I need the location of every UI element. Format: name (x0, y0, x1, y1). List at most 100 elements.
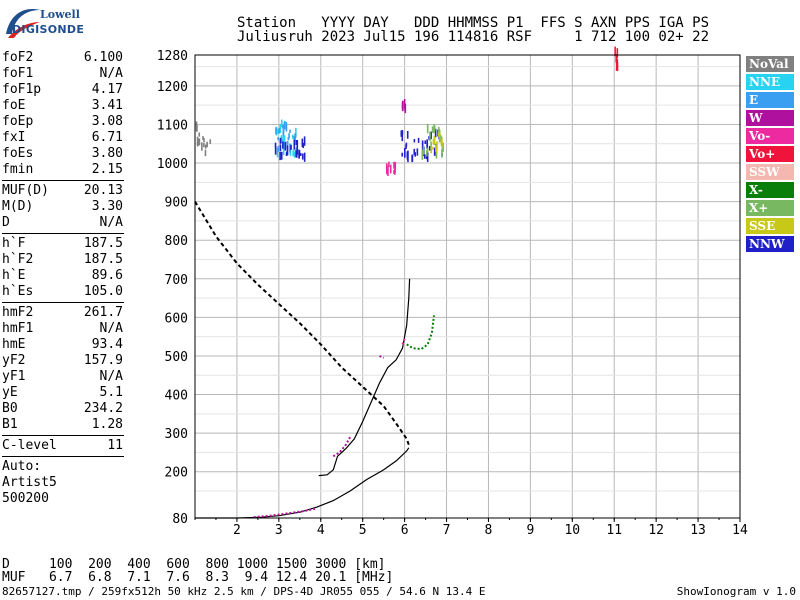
echo-mark (295, 150, 298, 158)
y-tick-label: 800 (165, 234, 188, 249)
param-row: yF1 N/A (2, 369, 126, 385)
echo-mark (302, 142, 305, 149)
echo-mark (197, 138, 200, 146)
y-tick-label: 1280 (157, 49, 188, 64)
echo-mark (279, 144, 282, 152)
echo-mark (413, 139, 416, 143)
footer-version: ShowIonogram v 1.0 (676, 585, 796, 598)
param-value: 89.6 (91, 268, 123, 283)
param-row: hmE 93.4 (2, 337, 126, 353)
x-tick-label: 8 (485, 523, 493, 538)
legend-item: W (746, 110, 794, 126)
echo-mark (441, 142, 444, 153)
param-label: foF1 (2, 66, 34, 81)
param-row: M(D) 3.30 (2, 199, 126, 215)
echo-mark (282, 146, 285, 155)
param-row: foEs 3.80 (2, 146, 126, 162)
x-tick-label: 5 (359, 523, 367, 538)
footer-info: 82657127.tmp / 259fx512h 50 kHz 2.5 km /… (2, 585, 486, 598)
echo-mark (432, 146, 434, 150)
echo-mark (437, 126, 440, 136)
echo-mark (401, 130, 404, 135)
echo-mark (430, 131, 432, 140)
x-tick-label: 7 (443, 523, 451, 538)
param-value: 261.7 (83, 305, 123, 320)
param-row: h`E 89.6 (2, 268, 126, 284)
echo-mark (389, 170, 392, 174)
param-value: 2.15 (91, 162, 123, 177)
echo-mark (283, 121, 286, 130)
echo-mark (413, 148, 416, 156)
legend-item: Vo- (746, 128, 794, 144)
param-row: B0 234.2 (2, 401, 126, 417)
echo-mark (285, 121, 288, 131)
autoscaling-program: Artist5 (2, 475, 57, 490)
param-row: hmF2 261.7 (2, 305, 126, 321)
param-label: fxI (2, 130, 26, 145)
param-value: 93.4 (91, 337, 123, 352)
echo-mark (294, 133, 297, 138)
param-group-1: foF2 6.100 foF1 N/A foF1p 4.17 foE 3.41 foEp 3.08… (2, 50, 126, 178)
logo-text-bottom: DIGISONDE (12, 23, 85, 36)
legend-item: X+ (746, 200, 794, 216)
param-label: hmF2 (2, 305, 34, 320)
param-value: 234.2 (83, 401, 123, 416)
echo-mark (615, 53, 617, 63)
echo-mark (298, 152, 300, 159)
echo-mark (437, 132, 440, 137)
echo-mark (435, 147, 438, 154)
x-tick-label: 14 (732, 523, 748, 538)
echo-mark (387, 166, 389, 176)
echo-mark (435, 145, 437, 152)
echo-mark (616, 58, 619, 65)
param-group-2: MUF(D) 20.13 M(D) 3.30 D N/A (2, 183, 126, 231)
param-label: foE (2, 98, 26, 113)
divider (2, 233, 124, 234)
echo-mark (195, 121, 198, 132)
legend: NoVal NNE E W Vo- Vo+ SSW X- X+ SSE NNW (746, 56, 794, 254)
autoscaling-label: Auto: (2, 459, 42, 474)
trace-line (195, 447, 410, 519)
echo-mark (426, 123, 429, 134)
trace-line (318, 278, 411, 477)
echo-mark (403, 147, 406, 158)
divider (2, 456, 124, 457)
param-row: B1 1.28 (2, 417, 126, 433)
echo-mark (438, 131, 441, 138)
y-tick-label: 200 (165, 466, 188, 481)
param-label: foEs (2, 146, 34, 161)
echo-mark (614, 46, 616, 57)
param-value: 3.41 (91, 98, 123, 113)
legend-item: Vo+ (746, 146, 794, 162)
echo-mark (429, 131, 431, 142)
logo-text-top: Lowell (40, 8, 80, 21)
param-label: B1 (2, 417, 18, 432)
x-tick-label: 4 (317, 523, 325, 538)
legend-item: E (746, 92, 794, 108)
y-tick-label: 1000 (157, 157, 188, 172)
echo-mark (406, 131, 409, 139)
x-tick-label: 10 (564, 523, 580, 538)
echo-mark (400, 130, 403, 137)
param-row: hmF1 N/A (2, 321, 126, 337)
param-value: 11 (107, 438, 123, 453)
param-label: foF2 (2, 50, 34, 65)
echo-mark (401, 131, 404, 142)
param-label: hmF1 (2, 321, 34, 336)
param-row: foF1 N/A (2, 66, 126, 82)
param-row: foF1p 4.17 (2, 82, 126, 98)
echo-mark (436, 141, 438, 150)
x-tick-label: 9 (526, 523, 534, 538)
param-row: foF2 6.100 (2, 50, 126, 66)
divider (2, 180, 124, 181)
param-label: h`F (2, 236, 26, 251)
echo-mark (198, 132, 201, 137)
y-tick-label: 1200 (157, 80, 188, 95)
echo-mark (616, 48, 619, 58)
param-label: foF1p (2, 82, 42, 97)
param-value: 6.71 (91, 130, 123, 145)
y-tick-label: 900 (165, 196, 188, 211)
legend-item: NNE (746, 74, 794, 90)
trace-line (406, 315, 435, 351)
echo-mark (289, 143, 291, 153)
